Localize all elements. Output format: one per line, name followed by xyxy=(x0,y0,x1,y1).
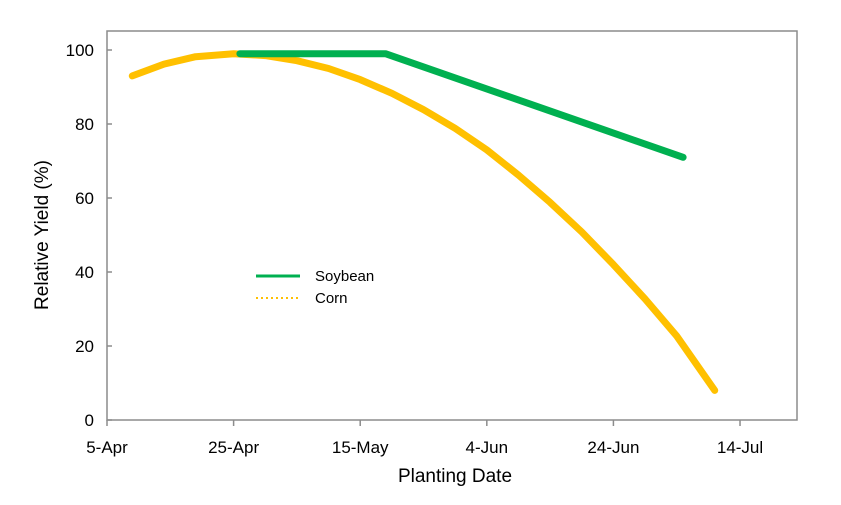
y-tick-label: 40 xyxy=(75,263,94,282)
y-tick-label: 80 xyxy=(75,115,94,134)
y-tick-label: 20 xyxy=(75,337,94,356)
x-axis-label: Planting Date xyxy=(398,466,512,487)
x-tick-label: 5-Apr xyxy=(86,438,128,457)
x-tick-label: 24-Jun xyxy=(587,438,639,457)
legend-label-corn: Corn xyxy=(315,290,348,307)
x-tick-label: 14-Jul xyxy=(717,438,763,457)
plot-frame xyxy=(106,30,798,421)
x-tick-label: 25-Apr xyxy=(208,438,259,457)
series-line-soybean xyxy=(236,50,687,161)
x-tick-label: 15-May xyxy=(332,438,389,457)
y-tick-label: 0 xyxy=(85,411,94,430)
y-tick-label: 60 xyxy=(75,189,94,208)
series-line-corn xyxy=(128,50,719,394)
y-axis-label: Relative Yield (%) xyxy=(32,160,53,310)
legend-label-soybean: Soybean xyxy=(315,268,374,285)
y-tick-label: 100 xyxy=(66,41,94,60)
x-tick-label: 4-Jun xyxy=(466,438,509,457)
